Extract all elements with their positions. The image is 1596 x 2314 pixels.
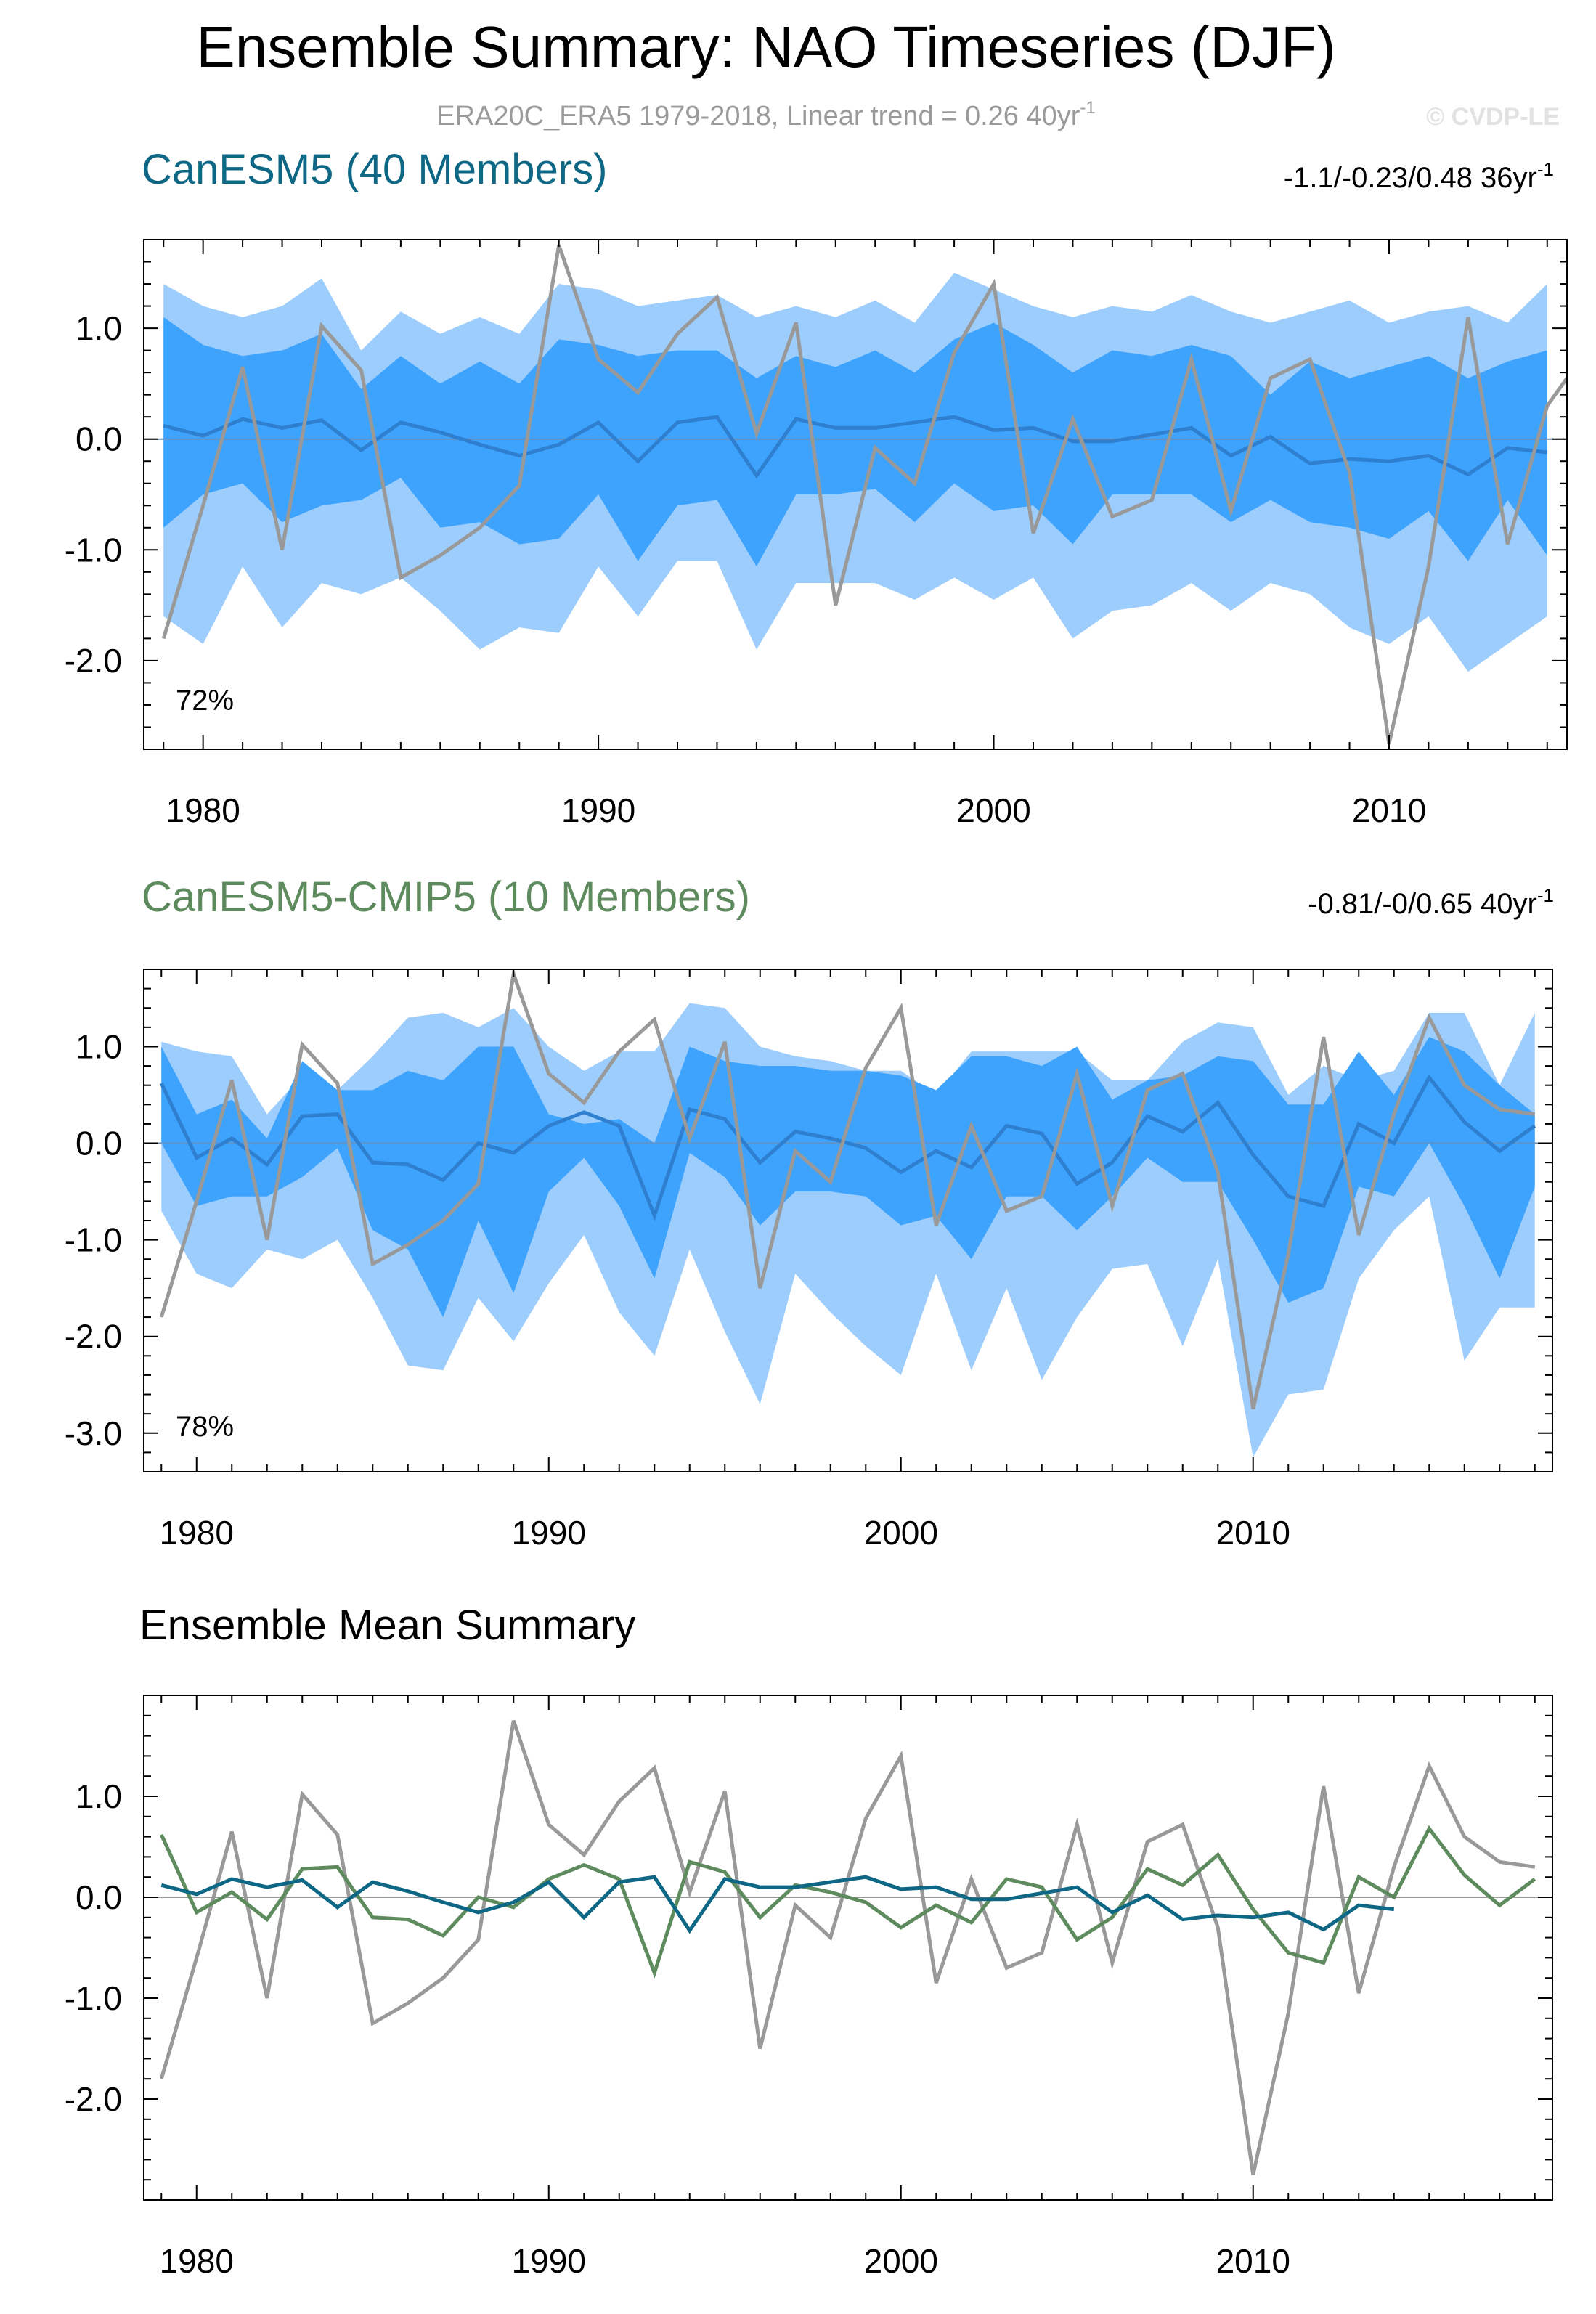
x-tick-label: 2000 — [956, 791, 1030, 829]
cmip5-mean-line — [159, 1825, 1536, 1979]
plot-frame — [143, 1695, 1553, 2201]
canesm5-mean-line — [160, 1875, 1395, 1934]
subtitle-superscript: -1 — [1080, 98, 1095, 118]
panel-title-ensemble-mean: Ensemble Mean Summary — [139, 1602, 635, 1649]
band-inner — [161, 1037, 1535, 1318]
x-tick-label: 1980 — [160, 2242, 234, 2280]
x-tick-label: 1980 — [160, 1514, 234, 1552]
x-tick-label: 1990 — [561, 791, 635, 829]
x-tick-label: 2010 — [1352, 791, 1426, 829]
trend-main-cmip5: -0.81/-0/0.65 40yr — [1308, 888, 1537, 920]
watermark: © CVDP-LE — [1426, 103, 1560, 131]
figure-subtitle: ERA20C_ERA5 1979-2018, Linear trend = 0.… — [436, 98, 1096, 131]
y-tick-label: 1.0 — [76, 1777, 122, 1815]
y-tick-label: 1.0 — [76, 1027, 122, 1065]
subtitle-main: ERA20C_ERA5 1979-2018, Linear trend = 0.… — [436, 101, 1080, 131]
x-tick-label: 1990 — [512, 1514, 586, 1552]
x-tick-label: 2010 — [1216, 2242, 1290, 2280]
band-inner — [163, 317, 1547, 567]
plot-content — [144, 244, 1567, 744]
panel-title-cmip5: CanESM5-CMIP5 (10 Members) — [142, 873, 750, 921]
x-tick-label: 1990 — [512, 2242, 586, 2280]
y-tick-label: 0.0 — [76, 1878, 122, 1916]
trend-sup-canesm5: -1 — [1537, 158, 1554, 180]
trend-sup-cmip5: -1 — [1537, 884, 1554, 906]
y-tick-label: -1.0 — [65, 1221, 122, 1259]
y-tick-label: 0.0 — [76, 420, 122, 458]
y-tick-label: -2.0 — [65, 2080, 122, 2118]
y-tick-label: -1.0 — [65, 1979, 122, 2017]
x-tick-label: 1980 — [166, 791, 240, 829]
percent-label-cmip5: 78% — [176, 1411, 234, 1443]
y-tick-label: -1.0 — [65, 531, 122, 569]
ensemble-mean-line — [163, 415, 1548, 479]
trend-text-canesm5: -1.1/-0.23/0.48 36yr-1 — [1284, 158, 1554, 194]
x-tick-label: 2010 — [1216, 1514, 1290, 1552]
observed-line — [159, 969, 1536, 1410]
plot-area-ensemble-mean: -2.0 -1.0 0.0 1.0 1980 1990 2000 2010 — [65, 1695, 1553, 2280]
plot-frame — [143, 239, 1568, 750]
x-tick-label: 2000 — [864, 1514, 938, 1552]
y-tick-label: -3.0 — [65, 1414, 122, 1452]
panel-canesm5-cmip5: CanESM5-CMIP5 (10 Members) -0.81/-0/0.65… — [65, 873, 1554, 1552]
ensemble-mean-line — [159, 1074, 1536, 1221]
percent-label-canesm5: 72% — [176, 685, 234, 717]
panel-title-canesm5: CanESM5 (40 Members) — [142, 146, 607, 193]
trend-text-cmip5: -0.81/-0/0.65 40yr-1 — [1308, 884, 1554, 920]
trend-main-canesm5: -1.1/-0.23/0.48 36yr — [1284, 162, 1537, 194]
plot-content — [144, 969, 1552, 1458]
observed-line — [161, 244, 1567, 744]
panel-canesm5: CanESM5 (40 Members) -1.1/-0.23/0.48 36y… — [65, 146, 1568, 829]
panel-ensemble-mean: Ensemble Mean Summary -2.0 -1.0 0.0 1.0 1980… — [65, 1602, 1553, 2280]
plot-area-cmip5: -3.0 -2.0 -1.0 0.0 1.0 1980 1990 2000 2010 — [65, 969, 1553, 1552]
y-tick-label: -2.0 — [65, 642, 122, 680]
figure-title: Ensemble Summary: NAO Timeseries (DJF) — [196, 15, 1335, 79]
plot-area-canesm5: -2.0 -1.0 0.0 1.0 1980 1990 2000 2010 — [65, 239, 1568, 829]
x-tick-label: 2000 — [864, 2242, 938, 2280]
plot-content — [144, 1719, 1552, 2175]
y-tick-label: 0.0 — [76, 1125, 122, 1162]
y-tick-label: 1.0 — [76, 309, 122, 347]
y-tick-label: -2.0 — [65, 1318, 122, 1356]
